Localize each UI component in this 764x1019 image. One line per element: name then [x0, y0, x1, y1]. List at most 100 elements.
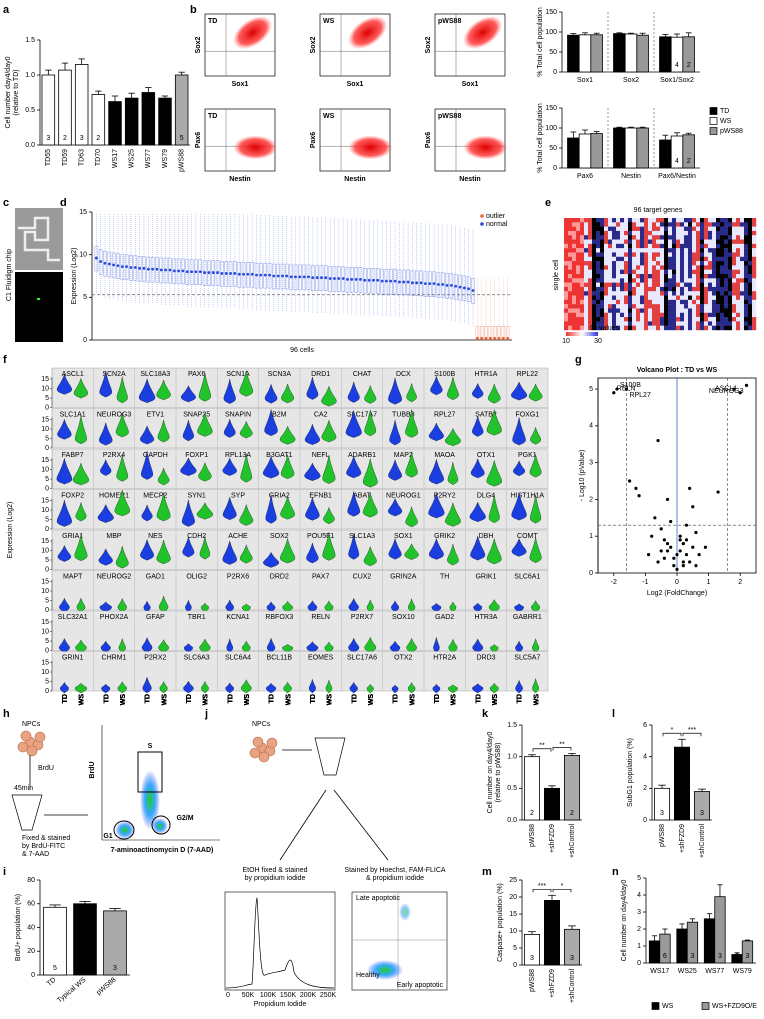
heatmap-cell	[716, 325, 721, 331]
heatmap-cell	[684, 317, 689, 322]
heatmap-cell	[652, 321, 657, 326]
heatmap-cell	[748, 308, 753, 313]
heatmap-cell	[596, 256, 601, 262]
box	[224, 261, 228, 287]
box	[228, 261, 233, 287]
median	[194, 270, 198, 274]
heatmap-cell	[620, 226, 625, 232]
gene-label: SCN3A	[268, 371, 292, 378]
group-label: WS	[492, 694, 499, 706]
median	[272, 274, 276, 278]
calcein-image	[15, 272, 63, 342]
heatmap-cell	[564, 321, 569, 326]
gene-label: SLC5A7	[514, 654, 540, 661]
heatmap-cell	[704, 252, 709, 257]
y-tick-label: 0.5	[25, 107, 35, 114]
y-tick-label: 0.0	[507, 817, 517, 824]
box	[302, 264, 306, 291]
heatmap-cell	[660, 248, 665, 253]
heatmap-cell	[696, 218, 701, 223]
heatmap-cell	[740, 248, 745, 253]
y-tick-label: 0	[643, 817, 647, 824]
heatmap-cell	[652, 286, 657, 292]
box	[414, 270, 419, 297]
median	[411, 281, 414, 285]
gene-label: OTX1	[477, 452, 495, 459]
heatmap-cell	[604, 239, 609, 245]
heatmap-cell	[612, 291, 617, 296]
group-label: WS	[203, 694, 210, 706]
heatmap-cell	[628, 282, 633, 288]
heatmap-cell	[732, 243, 737, 249]
violin	[201, 680, 209, 694]
heatmap-cell	[600, 269, 605, 275]
heatmap-cell	[576, 282, 581, 288]
violin	[239, 420, 253, 439]
group-label: TD	[62, 694, 69, 703]
violin	[428, 422, 444, 442]
gate-label: S	[148, 743, 153, 750]
heatmap-cell	[672, 248, 677, 253]
quadrant-label: Healthy	[356, 972, 380, 979]
heatmap-cell	[700, 317, 705, 322]
heatmap-cell	[584, 239, 589, 245]
violin	[321, 419, 337, 443]
heatmap-cell	[624, 248, 629, 253]
box	[479, 326, 484, 341]
heatmap-cell	[688, 325, 693, 331]
heatmap-cell	[580, 248, 585, 253]
colorbar	[566, 332, 598, 336]
heatmap-cell	[588, 312, 593, 318]
median	[415, 281, 419, 285]
heatmap-cell	[652, 308, 657, 313]
heatmap-cell	[628, 274, 633, 279]
group-label: WS	[244, 694, 251, 706]
heatmap-cell	[584, 256, 589, 262]
heatmap-cell	[592, 265, 597, 270]
y-tick-label: 15	[41, 416, 49, 423]
group-label: WS	[492, 694, 499, 706]
heatmap-cell	[724, 218, 729, 223]
group-label: TD	[186, 694, 193, 703]
heatmap-cell	[672, 304, 677, 309]
heatmap-cell	[728, 278, 733, 283]
group-label: TD	[103, 694, 110, 703]
median	[488, 336, 492, 340]
heatmap-cell	[724, 222, 729, 227]
heatmap-cell	[636, 299, 641, 305]
heatmap-cell	[572, 274, 577, 279]
heatmap-cell	[576, 256, 581, 262]
n-label: 3	[550, 955, 554, 962]
box	[475, 326, 480, 341]
heatmap-cell	[668, 317, 673, 322]
heatmap-cell	[740, 265, 745, 270]
heatmap-cell	[676, 299, 681, 305]
heatmap-cell	[668, 218, 673, 223]
box	[458, 274, 462, 301]
group-label: TD	[186, 694, 193, 703]
heatmap-cell	[660, 274, 665, 279]
group-label: TD	[310, 694, 317, 703]
heatmap-cell	[640, 278, 645, 283]
heatmap-cell	[728, 299, 733, 305]
heatmap-cell	[592, 291, 597, 296]
heatmap-cell	[636, 248, 641, 253]
heatmap-cell	[748, 274, 753, 279]
point	[653, 516, 657, 520]
heatmap-cell	[672, 239, 677, 245]
bar	[590, 133, 603, 169]
heatmap-cell	[604, 317, 609, 322]
box	[185, 259, 190, 285]
gene-label: ACHE	[228, 533, 248, 540]
violin	[115, 546, 129, 569]
median	[281, 274, 284, 278]
heatmap-cell	[588, 256, 593, 262]
gene-label: BCL11B	[267, 654, 293, 661]
heatmap-cell	[676, 256, 681, 262]
group-label: TD	[434, 694, 441, 703]
group-label: WS	[327, 694, 334, 706]
box	[497, 326, 501, 341]
heatmap-cell	[664, 256, 669, 262]
heatmap-cell	[600, 282, 605, 288]
legend-swatch	[709, 107, 718, 115]
